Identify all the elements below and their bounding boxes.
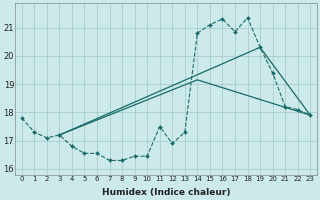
X-axis label: Humidex (Indice chaleur): Humidex (Indice chaleur)	[102, 188, 230, 197]
